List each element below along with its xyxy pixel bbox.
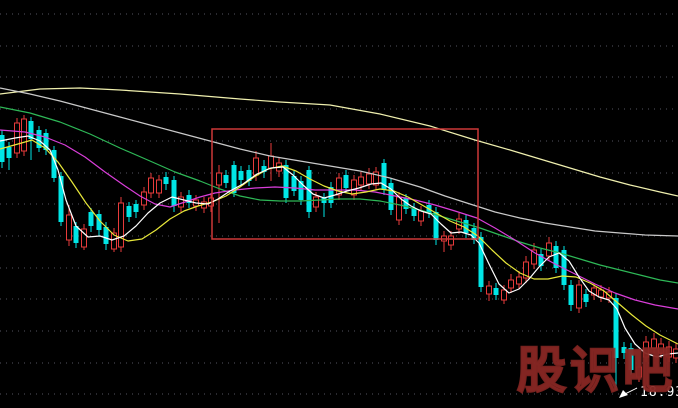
candle-down: [223, 170, 229, 188]
candle-down: [538, 249, 544, 271]
candle-down: [163, 172, 169, 190]
candle-down: [298, 176, 304, 205]
candle-down: [88, 208, 94, 232]
candle-down: [493, 283, 499, 300]
candle-up: [576, 280, 582, 313]
candle-up: [651, 333, 657, 353]
annotation-rectangle: [211, 128, 479, 240]
candle-up: [21, 115, 27, 156]
candle-up: [81, 224, 87, 250]
ma-magenta: [0, 129, 678, 310]
candle-down: [343, 170, 349, 193]
candle-up: [373, 167, 379, 190]
candle-up: [523, 256, 529, 283]
candle-down: [186, 190, 192, 208]
candle-down: [321, 193, 327, 217]
ma-white: [0, 135, 678, 358]
candle-down: [261, 160, 267, 178]
candle-up: [508, 274, 514, 293]
candle-down: [36, 126, 42, 152]
candle-up: [441, 231, 447, 252]
candle-up: [178, 192, 184, 212]
candle-down: [478, 232, 484, 292]
price-label: 18.93: [640, 385, 678, 400]
candle-up: [148, 173, 154, 198]
candle-up: [156, 175, 162, 198]
candle-up: [643, 336, 649, 362]
candle-down: [628, 343, 634, 375]
ma-green: [0, 106, 678, 284]
grid-layer: [0, 13, 678, 395]
price-arrow: [619, 387, 638, 398]
candle-down: [133, 200, 139, 218]
candle-up: [636, 360, 642, 382]
candle-up: [351, 175, 357, 200]
candle-down: [328, 182, 334, 208]
candle-down: [553, 241, 559, 273]
candle-down: [43, 129, 49, 155]
candle-down: [246, 165, 252, 186]
candle-up: [118, 197, 124, 252]
candle-down: [126, 202, 132, 222]
candle-down: [568, 280, 574, 311]
candle-up: [666, 341, 672, 362]
candle-down: [403, 194, 409, 214]
candle-down: [613, 293, 619, 390]
candle-up: [486, 281, 492, 301]
candle-down: [411, 203, 417, 221]
candle-up: [111, 228, 117, 252]
watermark: 股识吧: [516, 341, 676, 400]
ma-gray: [0, 87, 678, 237]
candle-down: [388, 178, 394, 215]
candle-up: [336, 173, 342, 200]
candle-down: [463, 215, 469, 238]
candle-down: [96, 210, 102, 236]
candle-up: [366, 168, 372, 189]
ma-pale-yellow-long: [0, 87, 678, 197]
candle-down: [583, 289, 589, 307]
candle-up: [516, 271, 522, 289]
candle-up: [216, 165, 222, 223]
candle-down: [621, 342, 627, 359]
candle-down: [238, 166, 244, 185]
candle-down: [51, 146, 57, 182]
candle-up: [66, 205, 72, 246]
candle-down: [28, 117, 34, 160]
ma-yellow: [0, 139, 678, 345]
candle-up: [448, 231, 454, 250]
candle-up: [268, 143, 274, 181]
candle-up: [531, 243, 537, 269]
moving-average-layer: [0, 87, 678, 358]
candle-up: [418, 206, 424, 226]
candle-up: [658, 338, 664, 358]
